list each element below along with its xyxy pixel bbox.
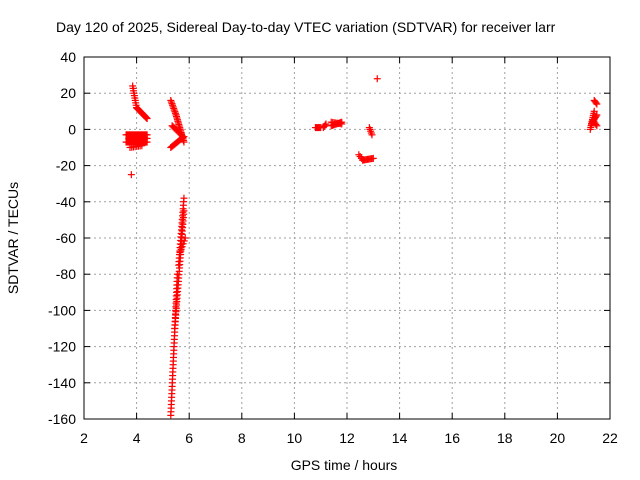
data-point	[592, 112, 600, 120]
x-tick-label: 22	[602, 430, 618, 446]
y-axis-label: SDTVAR / TECUs	[5, 182, 21, 294]
data-point	[593, 111, 601, 119]
x-tick-label: 2	[80, 430, 88, 446]
x-tick-label: 18	[497, 430, 513, 446]
y-tick-label: -20	[56, 158, 76, 174]
chart-title: Day 120 of 2025, Sidereal Day-to-day VTE…	[56, 19, 556, 35]
data-point	[143, 115, 151, 123]
data-point	[367, 127, 375, 135]
y-tick-label: -100	[48, 302, 76, 318]
data-point	[321, 121, 329, 129]
y-tick-label: 0	[68, 121, 76, 137]
y-tick-label: -140	[48, 375, 76, 391]
y-tick-label: -160	[48, 411, 76, 427]
data-point	[368, 131, 376, 139]
x-tick-label: 14	[392, 430, 408, 446]
data-point	[369, 154, 377, 162]
data-point	[592, 99, 600, 107]
y-tick-label: 40	[60, 49, 76, 65]
data-point	[593, 100, 601, 108]
y-tick-label: -60	[56, 230, 76, 246]
data-point	[373, 75, 381, 83]
x-tick-label: 12	[339, 430, 355, 446]
grid	[84, 57, 610, 419]
y-tick-label: -40	[56, 194, 76, 210]
y-tick-label: -120	[48, 339, 76, 355]
data-point	[127, 171, 135, 179]
x-tick-label: 16	[444, 430, 460, 446]
y-tick-label: -80	[56, 266, 76, 282]
data-point	[338, 120, 346, 128]
data-point	[590, 107, 598, 115]
x-tick-label: 10	[287, 430, 303, 446]
x-axis-label: GPS time / hours	[291, 457, 398, 473]
data-point	[176, 130, 184, 138]
data-points	[122, 75, 601, 419]
data-point	[177, 131, 185, 139]
x-tick-label: 20	[550, 430, 566, 446]
data-point	[181, 234, 189, 242]
x-tick-label: 4	[133, 430, 141, 446]
data-point	[138, 142, 146, 150]
data-point	[593, 122, 601, 130]
x-tick-label: 6	[185, 430, 193, 446]
data-point	[322, 120, 330, 128]
data-point	[180, 194, 188, 202]
data-point	[592, 120, 600, 128]
data-point	[143, 134, 151, 142]
y-tick-label: 20	[60, 85, 76, 101]
x-tick-label: 8	[238, 430, 246, 446]
axis-ticks: 2 4 6 8 10 12 14 16 18 20 22 40 20 0 -20 -40 -60 -80 -100 -…	[48, 49, 618, 446]
